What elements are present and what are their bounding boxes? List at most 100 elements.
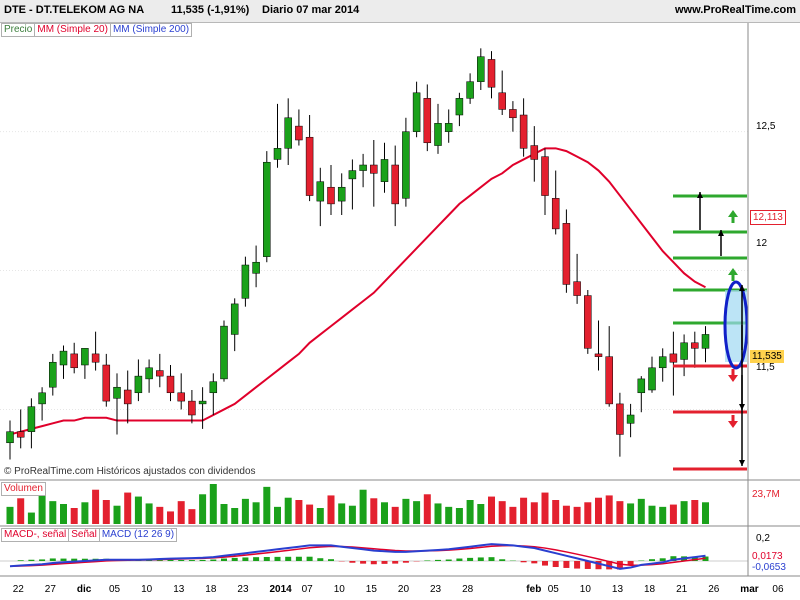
volume-bar	[348, 505, 356, 524]
macd-hist-bar	[285, 556, 292, 561]
candle-body	[498, 92, 506, 110]
last-price-change: 11,535 (-1,91%)	[171, 4, 250, 16]
volume-bar	[220, 504, 228, 524]
candle-body	[551, 198, 560, 230]
up-arrow-icon	[728, 268, 738, 275]
legend-ma20[interactable]: MM (Simple 20)	[34, 23, 111, 37]
candle-body	[691, 342, 699, 349]
macd-hist-bar	[649, 559, 655, 561]
down-arrow-icon	[728, 375, 738, 382]
volume-bar	[327, 495, 335, 524]
volume-bar	[488, 496, 495, 524]
candle-body	[166, 375, 175, 394]
volume-bar	[648, 505, 656, 524]
candle-body	[177, 392, 185, 402]
volume-bar	[680, 501, 688, 524]
candle-body	[402, 131, 410, 199]
x-tick-label: 21	[676, 584, 688, 595]
candle-body	[16, 431, 25, 438]
macd-hist-bar	[188, 560, 195, 561]
volume-bar	[284, 497, 292, 524]
volume-bar	[691, 500, 699, 524]
price-value-tag: 11,535	[750, 350, 784, 363]
candle-body	[38, 392, 46, 405]
price-legend: Precio MM (Simple 20) MM (Simple 200)	[1, 23, 193, 37]
x-tick-label: 27	[44, 584, 56, 595]
candle-body	[295, 125, 303, 141]
candle-body	[701, 334, 710, 349]
candle-body	[519, 114, 528, 149]
volume-bar	[102, 500, 110, 524]
volume-bar	[92, 489, 100, 524]
site-url[interactable]: www.ProRealTime.com	[674, 4, 796, 16]
volume-bar	[595, 497, 602, 524]
candle-body	[102, 364, 111, 402]
macd-line-label[interactable]: MACD (12 26 9)	[98, 528, 178, 542]
macd-hist-bar	[17, 560, 24, 561]
macd-hist-label[interactable]: MACD-, señal	[1, 528, 70, 542]
macd-hist-bar	[627, 561, 634, 565]
candle-body	[230, 303, 239, 335]
volume-bar	[177, 501, 185, 524]
volume-bar	[145, 503, 153, 524]
macd-signal-label[interactable]: Señal	[68, 528, 100, 542]
volume-bar	[477, 504, 485, 524]
candle-body	[273, 148, 282, 160]
volume-bar	[38, 495, 46, 524]
candle-body	[305, 136, 314, 196]
arrow-stem	[731, 415, 735, 421]
data-credit: © ProRealTime.com Históricos ajustados c…	[4, 466, 256, 477]
x-tick-label: 28	[462, 584, 474, 595]
candle-body	[637, 378, 646, 394]
macd-hist-bar	[542, 561, 548, 566]
macd-hist-bar	[520, 561, 527, 563]
macd-hist-bar	[381, 561, 388, 564]
candle-body	[541, 156, 549, 196]
candle-body	[669, 353, 678, 363]
arrow-stem	[731, 369, 735, 375]
ma20-value-tag: 12,113	[750, 210, 786, 225]
resistance-level-line	[673, 364, 747, 368]
arrow-head	[739, 285, 745, 291]
volume-bar	[295, 500, 303, 524]
candle-body	[70, 353, 78, 369]
volume-bar	[562, 505, 570, 524]
up-arrow-icon	[728, 210, 738, 217]
support-level-line	[673, 256, 747, 260]
volume-bar	[659, 506, 667, 524]
macd-hist-bar	[435, 559, 441, 561]
volume-bar	[306, 504, 314, 524]
x-tick-label: 22	[12, 584, 24, 595]
legend-ma200[interactable]: MM (Simple 200)	[109, 23, 193, 37]
candle-body	[113, 386, 121, 399]
volume-bar	[134, 496, 142, 524]
macd-value-tag-1: 0,0173	[752, 551, 783, 562]
candle-body	[316, 181, 325, 202]
x-tick-label: 2014	[269, 584, 292, 595]
candle-body	[412, 92, 421, 132]
legend-price[interactable]: Precio	[1, 23, 36, 37]
instrument-title: DTE - DT.TELEKOM AG NA	[4, 4, 145, 16]
macd-hist-bar	[39, 559, 46, 561]
volume-bar	[188, 509, 196, 524]
candle-body	[444, 123, 453, 132]
x-tick-label: 26	[708, 584, 720, 595]
volume-label[interactable]: Volumen	[1, 482, 46, 496]
volume-bar	[6, 506, 14, 524]
volume-bar	[167, 511, 174, 524]
macd-line	[9, 543, 706, 570]
x-tick-label: mar	[740, 584, 759, 595]
candle-body	[594, 353, 603, 357]
macd-hist-bar	[670, 556, 677, 561]
candle-body	[156, 370, 164, 377]
y-tick-12-5: 12,5	[756, 121, 776, 132]
macd-hist-bar	[402, 561, 409, 563]
volume-bar	[263, 486, 271, 524]
volume-bar	[423, 494, 431, 524]
volume-bar	[199, 494, 207, 524]
candle-body	[477, 56, 485, 82]
candle-body	[466, 81, 474, 99]
macd-hist-bar	[210, 559, 217, 561]
macd-hist-bar	[60, 558, 67, 561]
support-level-line	[673, 230, 747, 234]
